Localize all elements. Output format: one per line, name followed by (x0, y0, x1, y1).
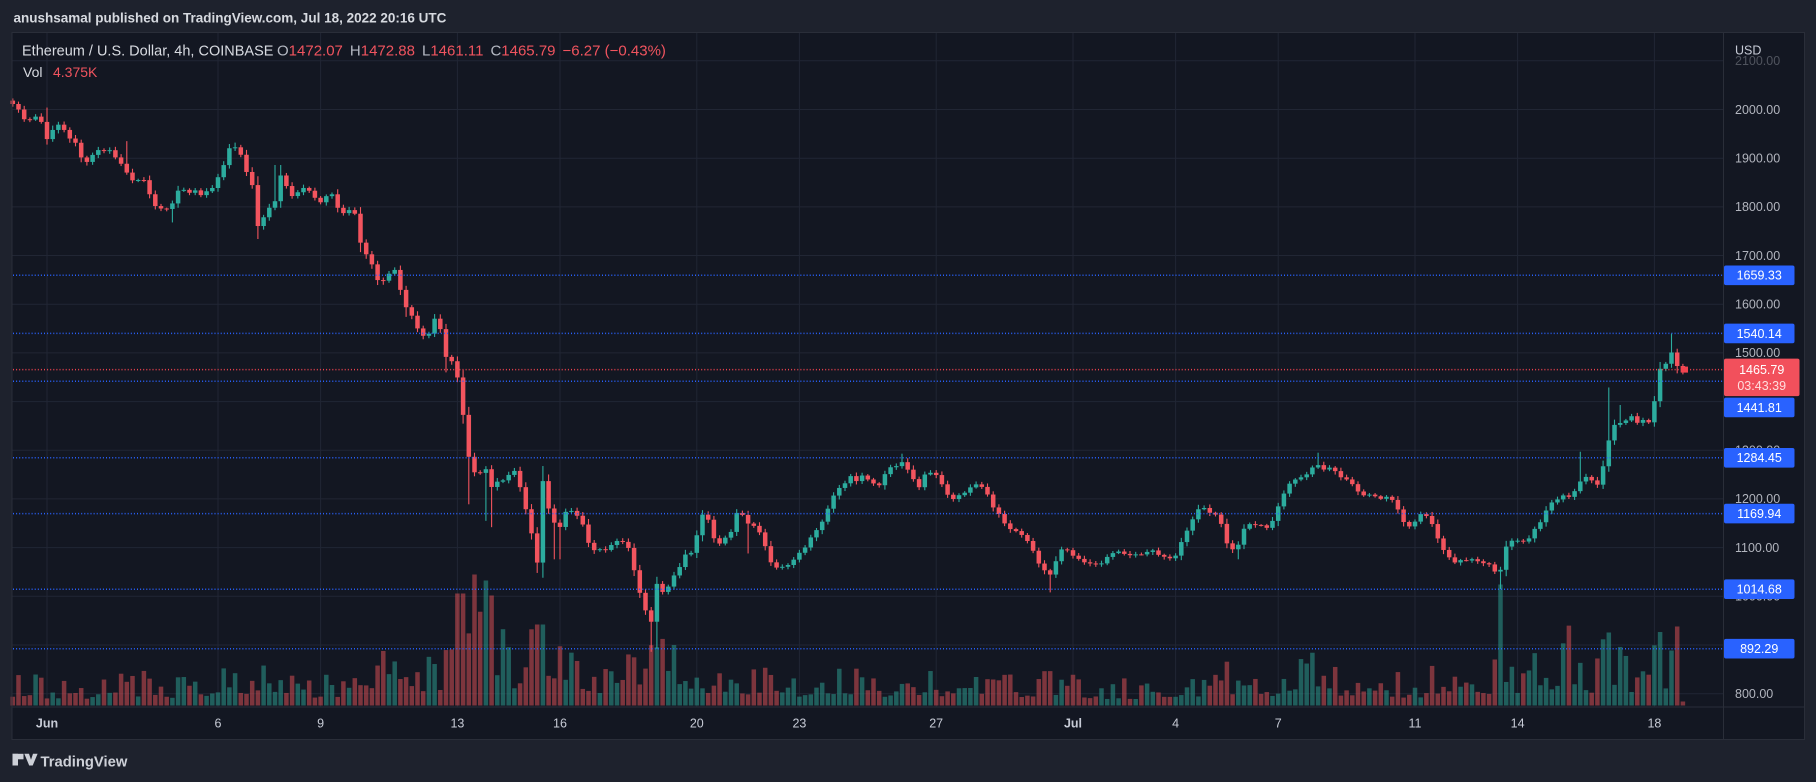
svg-text:23: 23 (792, 717, 806, 731)
svg-text:1800.00: 1800.00 (1735, 200, 1780, 214)
svg-text:1500.00: 1500.00 (1735, 346, 1780, 360)
svg-text:6: 6 (215, 717, 222, 731)
svg-text:4.375K: 4.375K (53, 64, 98, 80)
svg-text:1284.45: 1284.45 (1737, 451, 1782, 465)
svg-text:18: 18 (1647, 717, 1661, 731)
svg-text:892.29: 892.29 (1740, 642, 1778, 656)
svg-text:800.00: 800.00 (1735, 687, 1773, 701)
svg-text:03:43:39: 03:43:39 (1737, 379, 1786, 393)
svg-text:1700.00: 1700.00 (1735, 249, 1780, 263)
svg-text:1465.79: 1465.79 (1739, 363, 1784, 377)
svg-text:1441.81: 1441.81 (1737, 401, 1782, 415)
svg-text:11: 11 (1409, 717, 1422, 731)
svg-text:Jun: Jun (36, 717, 58, 731)
svg-text:20: 20 (690, 717, 704, 731)
svg-text:USD: USD (1735, 44, 1761, 58)
svg-text:2100.00: 2100.00 (1735, 54, 1780, 68)
svg-text:27: 27 (929, 717, 943, 731)
svg-text:1659.33: 1659.33 (1737, 269, 1782, 283)
svg-text:14: 14 (1511, 717, 1525, 731)
svg-text:7: 7 (1275, 717, 1282, 731)
svg-text:16: 16 (553, 717, 567, 731)
svg-text:Ethereum / U.S. Dollar, 4h, CO: Ethereum / U.S. Dollar, 4h, COINBASE (22, 44, 274, 60)
svg-text:1540.14: 1540.14 (1737, 327, 1782, 341)
svg-text:13: 13 (450, 717, 464, 731)
svg-text:2000.00: 2000.00 (1735, 103, 1780, 117)
svg-text:anushsamal published on Tradin: anushsamal published on TradingView.com,… (14, 11, 447, 26)
svg-text:1100.00: 1100.00 (1735, 541, 1779, 555)
svg-text:1200.00: 1200.00 (1735, 492, 1780, 506)
svg-text:9: 9 (317, 717, 324, 731)
svg-text:1014.68: 1014.68 (1737, 583, 1782, 597)
svg-text:4: 4 (1172, 717, 1179, 731)
svg-text:1600.00: 1600.00 (1735, 298, 1780, 312)
svg-text:TradingView: TradingView (41, 754, 128, 770)
svg-text:Vol: Vol (23, 64, 42, 80)
svg-text:1900.00: 1900.00 (1735, 152, 1780, 166)
svg-text:Jul: Jul (1064, 717, 1082, 731)
svg-text:1169.94: 1169.94 (1737, 507, 1781, 521)
